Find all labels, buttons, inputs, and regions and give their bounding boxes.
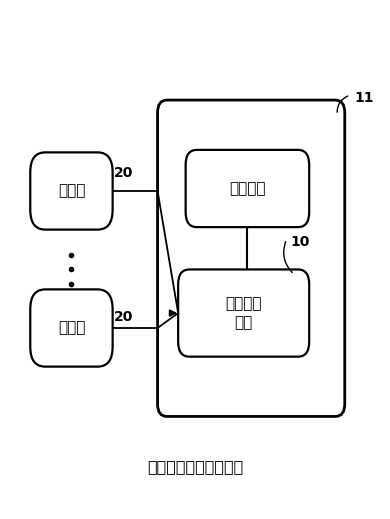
Text: 11: 11	[354, 91, 374, 104]
FancyBboxPatch shape	[30, 290, 113, 366]
Text: 微服务的数据传输结构: 微服务的数据传输结构	[147, 459, 243, 474]
FancyBboxPatch shape	[186, 150, 309, 227]
Text: 20: 20	[114, 310, 133, 324]
Text: 存储模块: 存储模块	[229, 181, 266, 196]
FancyBboxPatch shape	[158, 100, 345, 416]
Text: 10: 10	[291, 235, 310, 249]
Text: 微服务: 微服务	[58, 321, 85, 335]
Text: 微服务: 微服务	[58, 184, 85, 198]
FancyBboxPatch shape	[30, 153, 113, 229]
FancyBboxPatch shape	[178, 269, 309, 357]
Text: 数据连接
模块: 数据连接 模块	[225, 296, 262, 331]
Text: 20: 20	[114, 166, 133, 180]
